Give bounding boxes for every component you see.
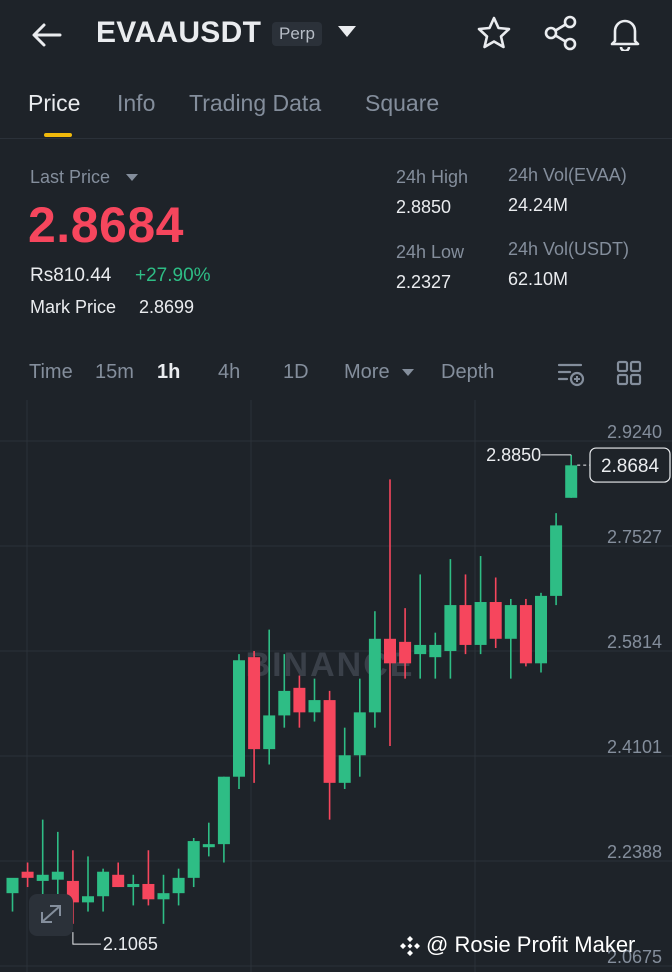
vol-base-label: 24h Vol(EVAA) [508,165,627,185]
interval-time[interactable]: Time [29,361,73,383]
candle-body [399,641,412,664]
y-tick-label: 2.0675 [607,947,662,967]
fiat-price: Rs810.44 [30,265,112,286]
candle-body [504,605,517,639]
candle-body [233,660,245,777]
tab-price[interactable]: Price [28,90,81,116]
high-24h-label: 24h High [396,167,469,187]
low-24h-label: 24h Low [396,242,465,262]
y-tick-label: 2.2388 [607,842,662,862]
y-tick-label: 2.5814 [607,632,662,652]
caret-down-icon[interactable] [402,369,414,376]
candle-body [489,602,502,639]
candle-body [519,605,532,664]
candle-body [308,700,321,713]
candle-body [187,841,200,878]
candle-body [36,874,49,881]
last-price-tag: 2.8684 [601,456,660,477]
vol-quote-label: 24h Vol(USDT) [508,239,630,259]
low-24h-value: 2.2327 [396,272,452,292]
interval-1h[interactable]: 1h [157,361,181,383]
candle-body [323,700,336,783]
tab-trading-data[interactable]: Trading Data [189,90,322,116]
bell-icon[interactable] [607,15,643,51]
candle-body [368,638,381,713]
binance-logo-icon [400,936,420,957]
candle-body [217,776,230,845]
candle-body [142,883,155,900]
candle-body [248,657,261,750]
caret-down-icon[interactable] [126,174,138,181]
back-arrow-icon[interactable] [30,18,64,52]
candle-body [112,874,125,888]
candle-body [384,638,396,664]
candle-body [278,690,291,716]
top-bar: EVAAUSDT Perp [0,0,672,68]
candle-body [172,877,185,894]
tab-square[interactable]: Square [365,90,440,116]
chevron-down-icon[interactable] [338,26,356,37]
candle-body [6,877,19,894]
candle-body [21,871,34,878]
active-tab-indicator [44,133,72,137]
candlestick-chart[interactable]: 2.92402.75272.58142.41012.23882.0675BINA… [0,400,672,972]
contract-type-badge: Perp [272,22,322,46]
tab-info[interactable]: Info [117,90,156,116]
candle-body [474,602,487,645]
mark-price-label: Mark Price [30,297,117,317]
share-icon[interactable] [543,15,579,51]
interval-15m[interactable]: 15m [95,361,134,383]
y-tick-label: 2.7527 [607,527,662,547]
candle-body [565,465,578,498]
high-24h-value: 2.8850 [396,197,452,217]
candle-body [429,644,442,658]
candle-body [414,644,427,655]
interval-1d[interactable]: 1D [283,361,309,383]
candle-body [444,605,457,652]
expand-icon [41,905,61,923]
high-marker-label: 2.8850 [486,445,541,465]
low-marker-line [72,932,101,945]
candle-body [51,871,64,880]
candle-body [550,525,563,596]
last-price-value: 2.8684 [28,197,184,253]
footer-watermark: @ Rosie Profit Maker [398,932,635,958]
page-tabs: Price Info Trading Data Square [0,80,672,139]
candle-body [157,893,170,900]
candle-body [293,687,306,713]
vol-base-value: 24.24M [508,195,569,215]
last-price-tag-box [589,447,671,483]
candle-body [338,755,351,783]
indicator-settings-icon[interactable] [556,359,586,389]
candle-body [97,871,110,897]
grid-layout-icon[interactable] [615,359,643,387]
vol-quote-value: 62.10M [508,269,569,289]
candle-body [459,605,472,645]
candle-body [535,595,547,664]
symbol-title[interactable]: EVAAUSDT [96,16,262,49]
candle-body [202,844,215,848]
candle-body [82,896,94,903]
candle-body [127,883,140,888]
price-change-percent: +27.90% [135,265,211,286]
footer-watermark-text: @ Rosie Profit Maker [426,932,636,957]
last-price-label[interactable]: Last Price [30,167,111,187]
star-icon[interactable] [476,15,512,51]
y-tick-label: 2.4101 [607,737,662,757]
candle-body [263,715,276,750]
y-tick-label: 2.9240 [607,422,662,442]
interval-more[interactable]: More [344,361,390,383]
interval-4h[interactable]: 4h [218,361,241,383]
low-marker-label: 2.1065 [103,934,158,954]
depth-tab[interactable]: Depth [441,361,495,383]
mark-price-value: 2.8699 [139,297,195,317]
candle-body [353,712,366,756]
